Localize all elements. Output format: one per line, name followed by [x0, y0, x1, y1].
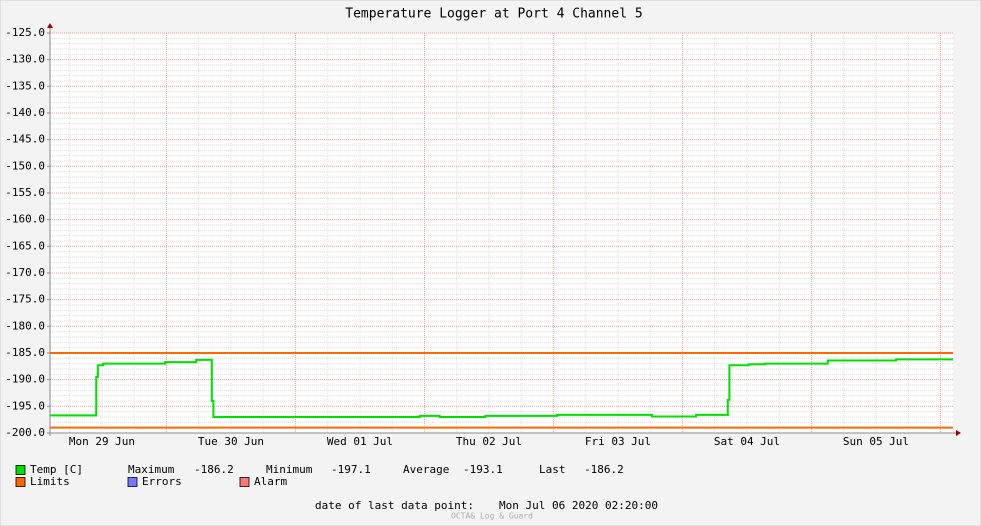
stat-value: -186.2 [584, 463, 624, 476]
y-tick-label: -195.0 [5, 399, 45, 412]
legend-swatch [239, 477, 250, 487]
x-axis-arrow [956, 430, 961, 436]
legend-swatch [15, 465, 26, 475]
y-tick-label: -130.0 [5, 53, 45, 66]
x-tick-label: Sun 05 Jul [843, 435, 909, 448]
y-tick-label: -125.0 [5, 26, 45, 39]
legend-label: Temp [C] [30, 463, 83, 476]
legend-swatch [15, 477, 26, 487]
y-tick-label: -160.0 [5, 213, 45, 226]
y-tick-label: -135.0 [5, 79, 45, 92]
x-tick-label: Wed 01 Jul [327, 435, 393, 448]
legend-label: Alarm [254, 475, 287, 488]
y-tick-label: -140.0 [5, 106, 45, 119]
x-tick-label: Fri 03 Jul [585, 435, 651, 448]
y-axis-arrow [47, 23, 53, 28]
legend-swatch [127, 477, 138, 487]
stat-label: Maximum [128, 463, 175, 476]
chart-title: Temperature Logger at Port 4 Channel 5 [345, 7, 642, 22]
legend-label: Errors [142, 475, 182, 488]
y-tick-label: -165.0 [5, 239, 45, 252]
y-tick-label: -185.0 [5, 346, 45, 359]
y-tick-label: -155.0 [5, 186, 45, 199]
y-tick-label: -190.0 [5, 373, 45, 386]
y-tick-label: -145.0 [5, 133, 45, 146]
stat-value: -193.1 [463, 463, 503, 476]
stat-label: Average [403, 463, 449, 476]
y-tick-label: -200.0 [5, 426, 45, 439]
legend-label: Limits [30, 475, 70, 488]
footer-label: date of last data point: [315, 499, 474, 512]
stat-label: Last [539, 463, 566, 476]
y-tick-label: -180.0 [5, 319, 45, 332]
x-tick-label: Thu 02 Jul [456, 435, 522, 448]
plot-area [50, 33, 953, 433]
stat-label: Minimum [266, 463, 313, 476]
y-tick-label: -175.0 [5, 293, 45, 306]
x-tick-label: Sat 04 Jul [714, 435, 780, 448]
y-tick-label: -150.0 [5, 159, 45, 172]
watermark: OCTA& Log & Guard [451, 512, 533, 521]
stat-value: -186.2 [194, 463, 234, 476]
footer-date: Mon Jul 06 2020 02:20:00 [499, 499, 658, 512]
data-line [50, 358, 953, 418]
x-tick-label: Tue 30 Jun [198, 435, 264, 448]
y-tick-label: -170.0 [5, 266, 45, 279]
stat-value: -197.1 [331, 463, 371, 476]
x-tick-label: Mon 29 Jun [69, 435, 135, 448]
